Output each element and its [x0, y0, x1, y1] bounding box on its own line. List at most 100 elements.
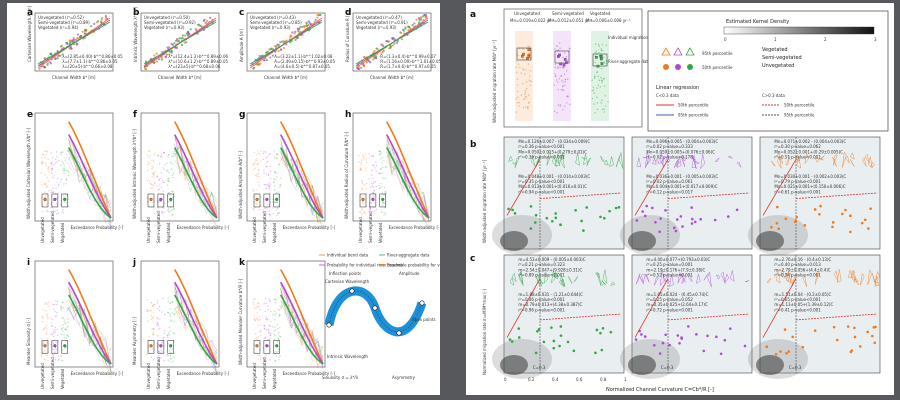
bend-point — [275, 312, 278, 315]
bend-point — [263, 151, 265, 153]
scatter-point — [259, 62, 262, 65]
bend-point — [381, 204, 384, 207]
category-label: Semi-vegetated — [50, 357, 55, 389]
p95-point — [786, 270, 791, 284]
bend-point — [278, 356, 280, 359]
migration-point — [561, 79, 563, 82]
bend-point — [380, 186, 383, 188]
bend-point — [268, 331, 271, 334]
bend-point — [263, 303, 265, 305]
bend-point — [161, 311, 163, 313]
bend-point — [52, 355, 54, 357]
river-aggregate-point — [63, 197, 67, 201]
bend-point — [372, 154, 374, 157]
river-aggregate-point — [275, 344, 279, 348]
bend-point — [152, 305, 154, 308]
bend-point — [170, 209, 173, 212]
bend-point — [257, 181, 260, 184]
equation: λ=(2.85±0.40)·b*^0.86±0.05 — [62, 54, 123, 59]
regression-equation: r²=0.02 p-value=0.061 — [646, 179, 693, 184]
migration-point — [567, 59, 569, 62]
bend-point — [273, 185, 276, 187]
bend-point — [60, 306, 62, 308]
bend-point — [61, 210, 63, 212]
migration-point — [529, 75, 531, 77]
bend-point — [265, 336, 267, 339]
scatter-point — [160, 58, 163, 61]
bend-point — [45, 186, 48, 188]
bend-point — [263, 169, 265, 171]
p95-point — [867, 268, 872, 286]
p95-point — [681, 273, 687, 282]
bend-point — [65, 182, 67, 185]
bend-point — [60, 151, 63, 153]
bend-point — [46, 338, 48, 341]
bend-point — [164, 330, 166, 332]
bend-point — [41, 160, 43, 162]
panel-letter: h — [345, 110, 351, 120]
reach-probability-curve — [174, 143, 218, 210]
equation: λ=(20±5)·b*^0.66±0.08 — [62, 64, 113, 69]
bend-point — [44, 174, 46, 176]
bend-point — [67, 198, 70, 200]
river-aggregate-point — [558, 53, 561, 57]
bend-point — [276, 201, 278, 203]
migration-point — [558, 78, 561, 80]
p50-point — [818, 212, 821, 216]
legend-entry: C>0.3 data — [762, 93, 785, 98]
p95-point — [814, 270, 820, 285]
diagram-label: Sinuosity σ = λ*/λ — [322, 375, 359, 380]
bend-point — [161, 341, 163, 343]
bend-point — [148, 150, 150, 152]
bend-point — [277, 196, 280, 198]
migration-point — [522, 58, 524, 60]
p95-point — [845, 155, 850, 164]
bend-point — [173, 195, 176, 197]
bend-point — [166, 334, 169, 337]
bend-point — [51, 167, 53, 169]
bend-point — [279, 177, 282, 179]
bend-point — [273, 298, 276, 300]
box-plot — [157, 340, 165, 354]
p50-point — [552, 346, 556, 350]
bend-point — [255, 174, 257, 177]
bend-point — [167, 179, 169, 182]
bend-point — [373, 190, 375, 192]
scatter-point — [357, 67, 360, 71]
bend-point — [44, 150, 46, 153]
p95-point — [836, 269, 842, 283]
scatter-point — [291, 31, 294, 34]
migration-point — [596, 102, 599, 104]
bend-point — [265, 213, 268, 215]
scatter-point — [363, 56, 366, 59]
scatter-point — [308, 21, 311, 25]
bend-point — [255, 154, 257, 156]
scatter-point — [262, 59, 266, 62]
bend-point — [379, 150, 381, 153]
scatter-point — [104, 16, 107, 19]
regression-equation: r²=0.94 p-value<0.001 — [518, 189, 565, 194]
scatter-point — [153, 54, 156, 57]
river-aggregate-point — [149, 197, 153, 201]
box-plot — [147, 340, 155, 354]
bend-point — [160, 357, 162, 360]
bend-point — [51, 353, 53, 355]
fit-high — [539, 192, 622, 199]
p95-point — [635, 273, 641, 285]
river-aggregate-point — [63, 344, 67, 348]
reach-probability-curve — [386, 149, 430, 220]
migration-point — [594, 112, 596, 114]
bend-point — [51, 325, 53, 327]
category-label: Vegetated — [166, 222, 171, 243]
p95-point — [512, 162, 518, 166]
p50-point — [860, 221, 864, 225]
bend-point — [163, 207, 165, 209]
migration-point — [600, 68, 603, 70]
bend-point — [43, 191, 46, 193]
river-aggregate-point — [527, 55, 531, 59]
bend-point — [171, 301, 174, 303]
bend-point — [160, 186, 163, 189]
scatter-point — [61, 53, 64, 56]
scatter-point — [194, 27, 197, 31]
category-label: Vegetated — [60, 222, 65, 243]
